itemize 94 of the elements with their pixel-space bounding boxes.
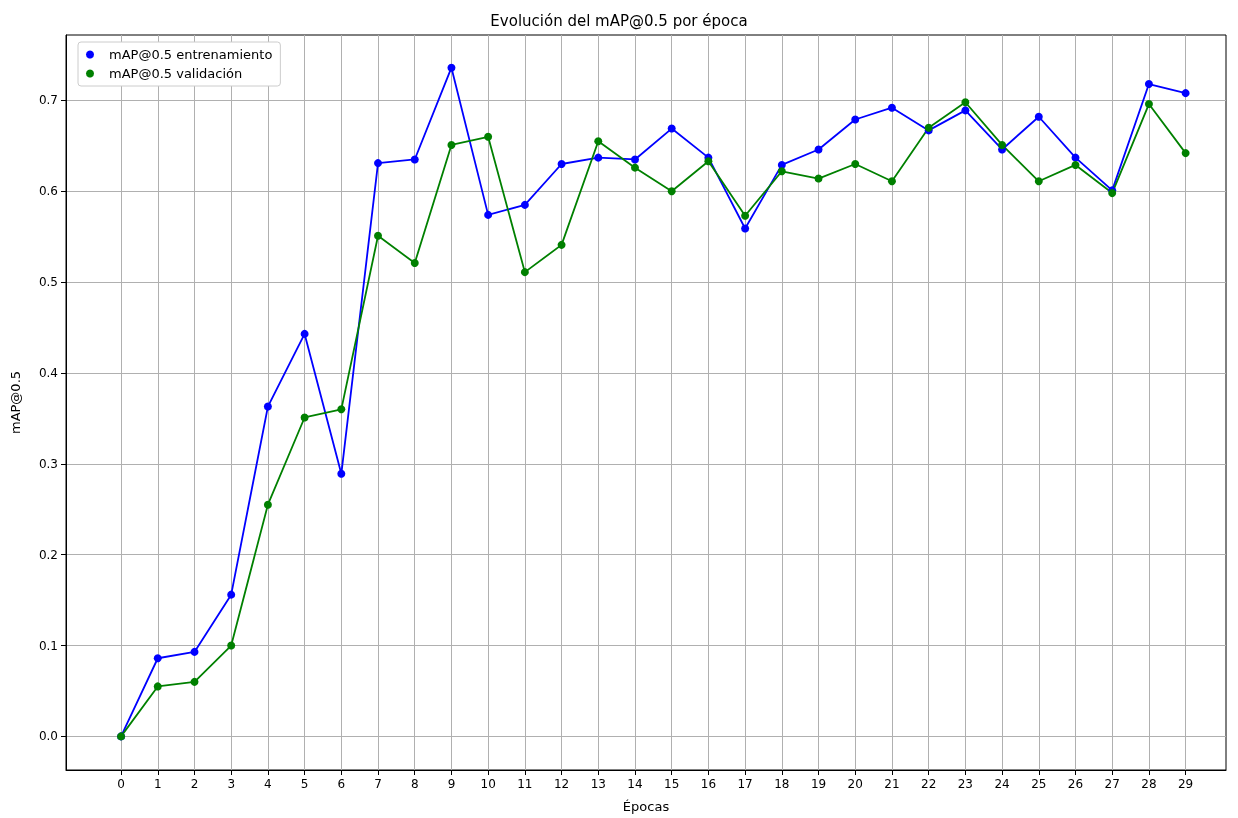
point [998, 140, 1007, 149]
x-tick-label: 24 [994, 777, 1010, 791]
point [300, 413, 309, 422]
y-tick-label: 0.1 [38, 638, 58, 653]
point [153, 682, 162, 691]
point [374, 159, 383, 168]
x-tick-label: 11 [517, 777, 533, 791]
point [300, 329, 309, 338]
point [1034, 112, 1043, 121]
x-tick-label: 15 [664, 777, 680, 791]
x-tick-label: 16 [700, 777, 717, 791]
point [374, 231, 383, 240]
x-tick-label: 21 [884, 777, 900, 791]
point [704, 157, 713, 166]
x-tick-label: 20 [847, 777, 863, 791]
x-tick-label: 1 [153, 777, 162, 791]
point [337, 469, 346, 478]
point [1071, 153, 1080, 162]
point [851, 115, 860, 124]
point [227, 590, 236, 599]
point [851, 160, 860, 169]
point [1144, 100, 1153, 109]
x-tick-label: 26 [1067, 777, 1084, 791]
point [741, 211, 750, 220]
x-tick-label: 13 [590, 777, 606, 791]
x-tick-label: 5 [300, 777, 309, 791]
point [520, 200, 529, 209]
point [263, 402, 272, 411]
x-tick-label: 27 [1104, 777, 1120, 791]
point [741, 224, 750, 233]
x-tick-label: 10 [480, 777, 496, 791]
x-tick-label: 28 [1141, 777, 1157, 791]
point [631, 163, 639, 172]
point [410, 259, 419, 268]
y-tick-label: 0.2 [38, 547, 58, 562]
point [227, 641, 236, 650]
y-tick-label: 0.4 [38, 365, 58, 380]
point [190, 677, 199, 686]
point [1144, 80, 1153, 89]
point [337, 405, 346, 414]
point [887, 103, 896, 112]
point [594, 153, 603, 162]
point [1181, 149, 1190, 158]
point [1181, 89, 1190, 98]
x-tick-label: 14 [627, 777, 643, 791]
x-tick-label: 22 [921, 777, 937, 791]
y-tick-label: 0.3 [38, 456, 58, 471]
x-tick-label: 29 [1177, 777, 1194, 791]
point [814, 174, 823, 183]
point [263, 500, 272, 509]
chart-title: Evolución del mAP@0.5 por época [490, 11, 748, 30]
y-tick-label: 0.7 [38, 93, 58, 108]
x-tick-label: 2 [190, 777, 199, 791]
point [777, 167, 786, 176]
legend-label: mAP@0.5 entrenamiento [109, 47, 273, 62]
point [447, 140, 456, 149]
y-tick-label: 0.5 [38, 275, 58, 290]
point [1071, 160, 1080, 169]
point [667, 124, 676, 133]
x-tick-label: 12 [553, 777, 570, 791]
point [667, 187, 676, 196]
point [961, 106, 970, 115]
x-tick-label: 23 [957, 777, 974, 791]
point [814, 145, 823, 154]
x-tick-label: 19 [810, 777, 827, 791]
point [410, 155, 419, 164]
x-tick-label: 17 [737, 777, 753, 791]
point [557, 160, 566, 169]
x-tick-label: 3 [227, 777, 236, 791]
point [594, 137, 603, 146]
y-tick-label: 0.0 [38, 729, 58, 744]
x-tick-label: 9 [447, 777, 456, 791]
y-tick-label: 0.6 [38, 184, 58, 199]
point [1034, 177, 1043, 186]
point [447, 63, 456, 72]
point [190, 647, 199, 656]
point [887, 177, 896, 186]
point [631, 155, 639, 164]
x-tick-label: 25 [1031, 777, 1047, 791]
point [153, 654, 162, 663]
x-tick-label: 7 [374, 777, 382, 791]
point [557, 240, 566, 249]
legend-label: mAP@0.5 validación [109, 66, 243, 81]
point [484, 132, 493, 141]
x-tick-label: 6 [337, 777, 346, 791]
x-tick-label: 8 [410, 777, 419, 791]
point [961, 98, 970, 107]
y-axis-title: mAP@0.5 [8, 370, 23, 435]
point [484, 210, 493, 219]
x-tick-label: 18 [774, 777, 790, 791]
x-tick-label: 4 [264, 777, 272, 791]
x-axis-title: Épocas [622, 799, 670, 814]
x-tick-label: 0 [117, 777, 125, 791]
point [520, 268, 529, 277]
